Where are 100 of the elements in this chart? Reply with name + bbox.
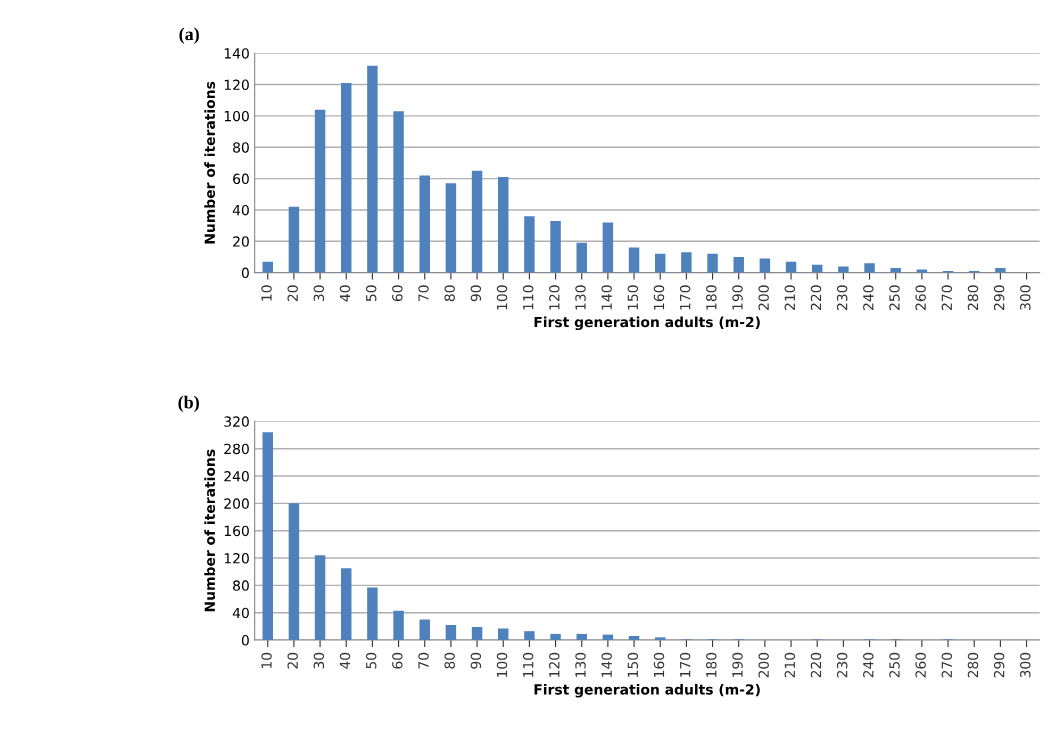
x-tick-label: 290 [993, 652, 1005, 678]
x-tick-label: 70 [418, 652, 429, 669]
y-tick-label: 60 [233, 173, 249, 185]
x-tick-label: 210 [784, 652, 796, 678]
x-tick-label: 30 [313, 285, 325, 302]
y-tick-label: 80 [233, 142, 249, 153]
x-tick-label: 20 [287, 285, 298, 302]
x-tick-label: 150 [627, 652, 639, 677]
x-tick-label: 280 [967, 285, 979, 310]
x-tick-label: 250 [889, 652, 900, 678]
bar [654, 637, 666, 641]
bar [890, 267, 901, 273]
x-tick-label: 210 [784, 285, 796, 310]
bar [445, 625, 457, 641]
x-tick-label: 190 [732, 652, 743, 677]
bar [550, 633, 561, 641]
y-tick-label: 100 [224, 110, 249, 122]
x-tick-label: 110 [522, 285, 534, 310]
bar [576, 633, 587, 641]
x-tick-label: 130 [575, 652, 586, 677]
x-tick-label: 100 [496, 285, 508, 310]
x-tick-label: 280 [967, 652, 979, 678]
x-tick-label: 260 [915, 285, 926, 310]
x-tick-label: 110 [522, 652, 534, 677]
x-tick-label: 50 [365, 285, 377, 302]
bar [314, 109, 326, 273]
x-axis-title: First generation adults (m-2) [534, 316, 760, 331]
bar [733, 256, 744, 273]
x-tick-label: 220 [810, 652, 822, 678]
x-tick-label: 250 [889, 285, 900, 310]
bar [995, 267, 1006, 273]
bar [393, 610, 404, 641]
bar [628, 247, 640, 273]
bar [419, 175, 430, 273]
x-tick-label: 90 [470, 652, 482, 669]
x-tick-label: 120 [549, 652, 560, 677]
x-tick-label: 100 [496, 652, 508, 677]
y-tick-label: 200 [224, 498, 249, 509]
bar [864, 263, 875, 273]
x-tick-label: 260 [915, 652, 926, 678]
y-tick-label: 20 [233, 236, 249, 247]
x-tick-label: 200 [758, 285, 769, 310]
bar [524, 631, 535, 641]
bar [314, 555, 326, 641]
y-tick-label: 120 [224, 553, 249, 564]
y-tick-label: 0 [241, 635, 249, 646]
x-tick-label: 230 [836, 285, 848, 310]
x-tick-label: 140 [601, 285, 612, 310]
x-tick-label: 140 [601, 652, 612, 677]
x-tick-label: 10 [261, 285, 272, 301]
x-tick-label: 180 [706, 652, 717, 677]
y-tick-label: 240 [224, 471, 249, 482]
x-tick-label: 230 [836, 652, 848, 678]
bar [262, 432, 273, 641]
y-tick-label: 280 [224, 443, 249, 455]
bar [707, 253, 718, 273]
y-tick-label: 320 [224, 416, 249, 427]
x-tick-label: 190 [732, 285, 743, 310]
x-tick-label: 180 [706, 285, 717, 310]
x-tick-label: 70 [418, 285, 429, 301]
y-tick-label: 0 [241, 267, 249, 279]
x-tick-label: 80 [444, 285, 455, 302]
bar [524, 216, 535, 273]
bar [838, 266, 849, 273]
bar [419, 619, 430, 641]
bar [498, 177, 509, 273]
x-tick-label: 200 [758, 652, 769, 678]
bar [602, 222, 614, 273]
x-tick-label: 60 [392, 652, 403, 669]
bar [367, 587, 378, 641]
x-tick-label: 290 [993, 285, 1005, 310]
bar [654, 253, 666, 273]
bar [288, 206, 300, 273]
bar [471, 170, 483, 273]
bar [628, 635, 640, 641]
y-tick-label: 120 [224, 79, 249, 91]
x-tick-label: 270 [941, 285, 953, 310]
y-axis-title: Number of iterations [204, 449, 216, 612]
x-tick-label: 130 [575, 285, 586, 310]
y-tick-label: 80 [233, 580, 249, 591]
bar [341, 83, 352, 273]
y-axis-title: Number of iterations [204, 81, 216, 244]
x-tick-label: 10 [261, 652, 272, 669]
bar [341, 568, 352, 641]
x-tick-label: 300 [1020, 285, 1031, 310]
x-tick-label: 90 [470, 285, 482, 302]
x-tick-label: 160 [653, 652, 665, 677]
x-tick-label: 170 [679, 652, 691, 677]
bar [681, 252, 692, 273]
bar [550, 220, 561, 273]
y-tick-label: 40 [232, 204, 249, 216]
x-tick-label: 300 [1020, 652, 1031, 678]
y-tick-label: 160 [224, 525, 249, 537]
x-tick-label: 30 [313, 652, 325, 669]
bar [288, 503, 300, 641]
x-axis-title: First generation adults (m-2) [534, 683, 760, 698]
x-tick-label: 220 [810, 285, 822, 310]
bar [393, 111, 404, 273]
y-tick-label: 140 [224, 48, 249, 59]
x-tick-label: 80 [444, 652, 455, 669]
